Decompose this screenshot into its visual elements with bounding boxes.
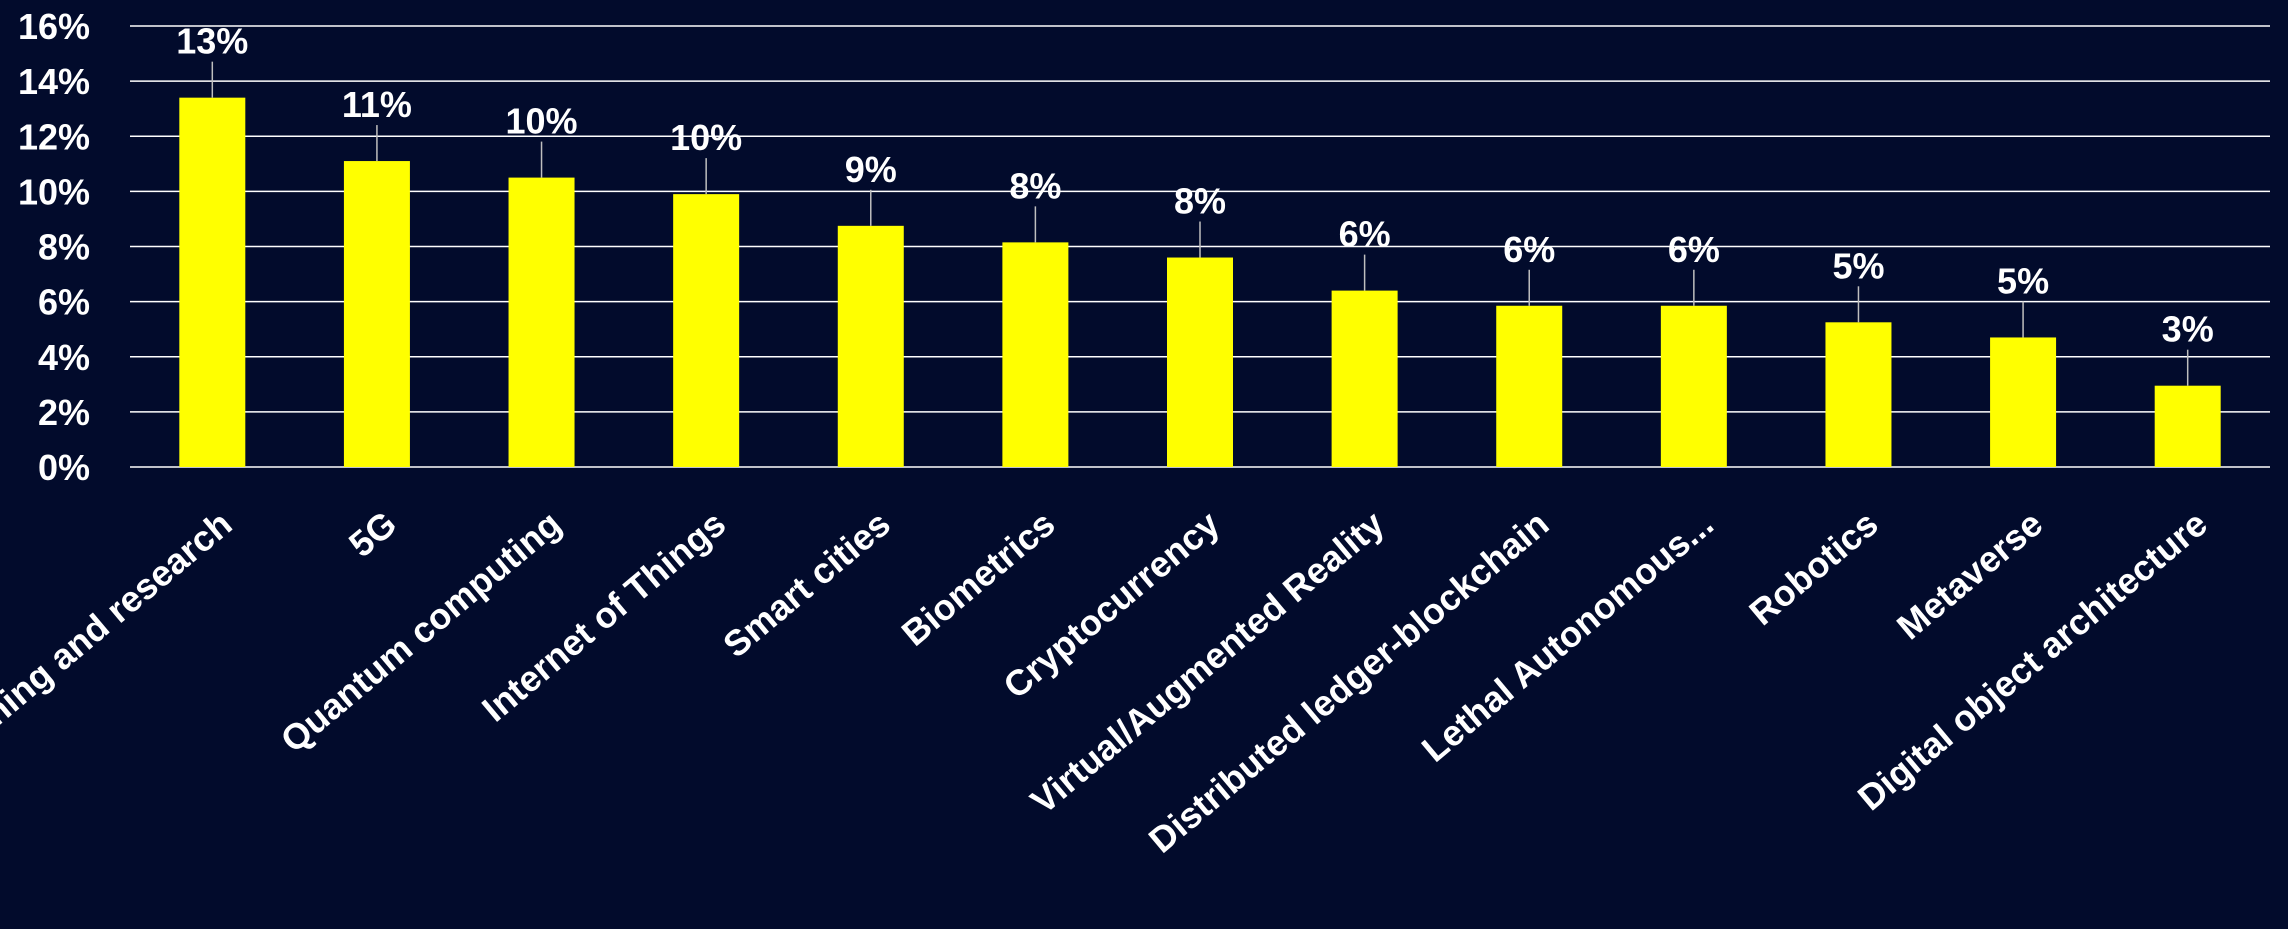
data-label: 6% <box>1503 229 1555 270</box>
bar <box>343 161 410 467</box>
x-tick-label: Metaverse <box>1889 503 2050 648</box>
bar <box>179 97 246 467</box>
bar <box>508 177 575 467</box>
bar <box>673 194 740 467</box>
data-labels: 13% 11% 10% 10% 9% 8% 8% 6% 6% 6% 5% 5% 3% <box>176 21 2213 350</box>
data-label: 5% <box>1997 260 2049 301</box>
bar <box>1660 305 1727 467</box>
y-tick-label: 8% <box>38 227 90 268</box>
data-label: 3% <box>2162 309 2214 350</box>
y-tick-label: 10% <box>18 171 90 212</box>
y-tick-label: 2% <box>38 392 90 433</box>
y-tick-label: 16% <box>18 6 90 47</box>
data-label: 5% <box>1832 245 1884 286</box>
data-label: 13% <box>176 21 248 62</box>
bar <box>1496 305 1563 467</box>
x-tick-label: Digital object architecture <box>1850 503 2215 819</box>
x-tick-label: Lethal Autonomous... <box>1414 503 1721 770</box>
data-label: 6% <box>1339 214 1391 255</box>
y-tick-label: 14% <box>18 61 90 102</box>
label-leaders <box>211 61 2189 386</box>
bar <box>1167 257 1233 467</box>
x-tick-label: 5G <box>341 503 404 565</box>
data-label: 8% <box>1174 181 1226 222</box>
bar <box>1002 242 1069 467</box>
data-label: 11% <box>342 84 412 125</box>
x-tick-label: Machine learning and research <box>0 503 239 874</box>
x-tick-label: Robotics <box>1741 503 1885 633</box>
bars <box>179 97 2221 467</box>
x-tick-label: Smart cities <box>715 503 898 666</box>
bar <box>2154 385 2221 467</box>
x-tick-label: Quantum computing <box>273 503 569 761</box>
y-tick-label: 6% <box>38 282 90 323</box>
data-label: 8% <box>1009 165 1061 206</box>
data-label: 10% <box>506 101 578 142</box>
bar <box>1331 290 1398 467</box>
x-tick-label: Biometrics <box>894 503 1063 654</box>
data-label: 6% <box>1668 229 1720 270</box>
y-tick-label: 0% <box>38 447 90 488</box>
y-tick-label: 12% <box>18 116 90 157</box>
data-label: 10% <box>670 117 742 158</box>
y-tick-label: 4% <box>38 337 90 378</box>
bar <box>837 225 904 467</box>
bar <box>1825 322 1892 467</box>
bar <box>1990 337 2057 467</box>
data-label: 9% <box>845 149 897 190</box>
y-axis-ticks: 0% 2% 4% 6% 8% 10% 12% 14% 16% <box>18 6 90 488</box>
